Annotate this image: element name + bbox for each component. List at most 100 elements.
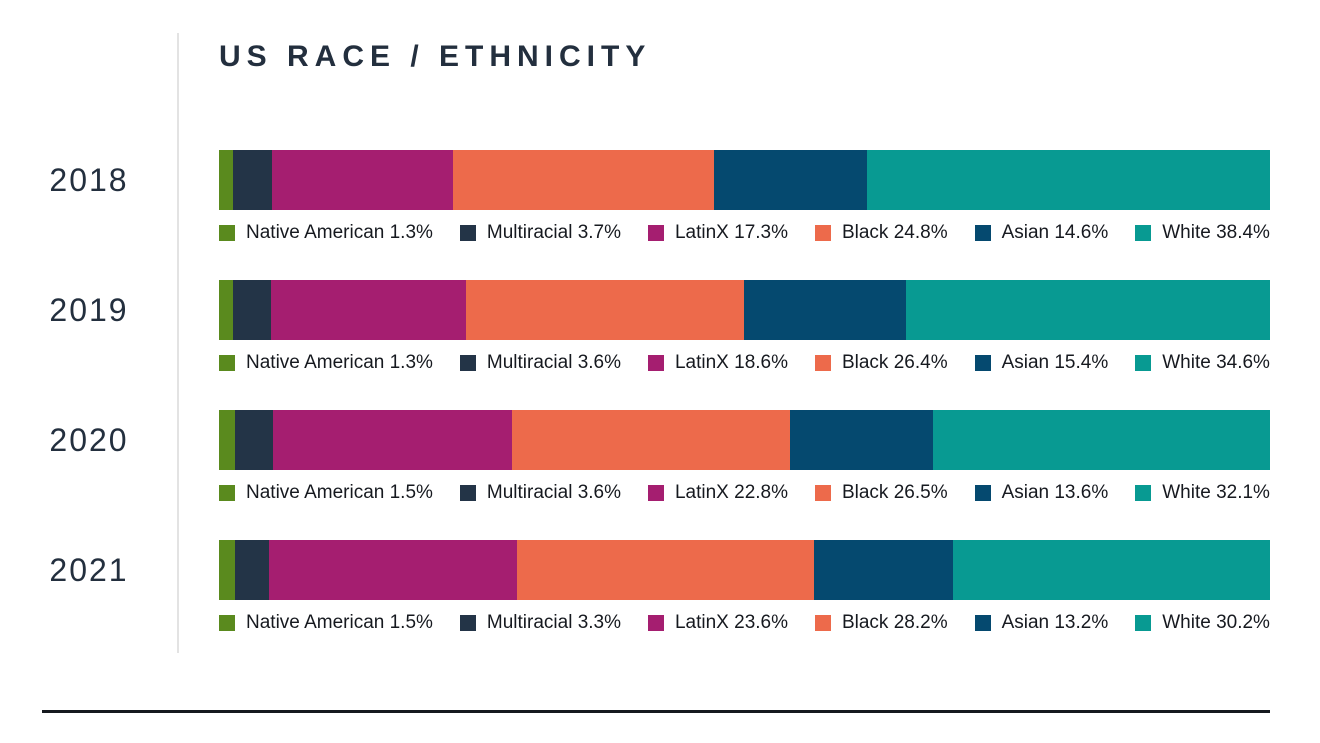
legend-label: White 32.1% <box>1162 482 1270 503</box>
legend: Native American 1.3% Multiracial 3.6% Lati… <box>219 352 1270 374</box>
legend-item: Asian 15.4% <box>974 352 1108 374</box>
legend-label: Multiracial 3.6% <box>486 352 621 373</box>
legend-swatch-icon <box>974 225 991 241</box>
bar-segment-multiracial <box>234 410 273 470</box>
bar-segment-black <box>453 150 714 210</box>
legend-swatch-icon <box>219 225 235 241</box>
year-row: 2021 Native American 1.5% Multiracial 3.3… <box>0 540 1320 634</box>
legend-swatch-icon <box>459 225 476 241</box>
legend-label: LatinX 22.8% <box>674 482 788 503</box>
legend-label: Native American 1.3% <box>246 352 433 373</box>
bar-segment-white <box>952 540 1270 600</box>
legend-label: Black 26.4% <box>841 352 948 373</box>
row-body: Native American 1.5% Multiracial 3.6% Lati… <box>219 410 1270 504</box>
legend-swatch-icon <box>647 355 664 371</box>
bar-segment-asian <box>813 540 953 600</box>
bar-segment-white <box>866 150 1271 210</box>
legend-item: Asian 13.2% <box>974 612 1109 634</box>
page-title: US RACE / ETHNICITY <box>219 40 652 73</box>
bar-segment-latinx <box>269 540 518 600</box>
year-label: 2021 <box>49 551 129 588</box>
legend-swatch-icon <box>1135 485 1152 501</box>
row-body: Native American 1.3% Multiracial 3.6% Lati… <box>219 280 1270 374</box>
bar-segment-native-american <box>219 280 233 340</box>
legend-swatch-icon <box>814 225 831 241</box>
legend-item: LatinX 18.6% <box>647 352 788 374</box>
bar-segment-white <box>932 410 1270 470</box>
row-body: Native American 1.5% Multiracial 3.3% Lati… <box>219 540 1270 634</box>
legend-label: Asian 14.6% <box>1001 222 1109 243</box>
bar-segment-multiracial <box>232 280 271 340</box>
legend-item: Asian 14.6% <box>974 222 1109 244</box>
legend-label: Multiracial 3.3% <box>486 612 621 633</box>
legend-label: White 34.6% <box>1162 352 1270 373</box>
row-body: Native American 1.3% Multiracial 3.7% Lati… <box>219 150 1271 244</box>
bar-segment-asian <box>790 410 933 470</box>
year-label: 2020 <box>49 421 129 458</box>
legend-label: LatinX 17.3% <box>674 222 788 243</box>
bar-segment-white <box>905 280 1270 340</box>
legend-item: Black 26.5% <box>814 482 948 504</box>
stacked-bar <box>219 540 1270 600</box>
legend-item: Multiracial 3.6% <box>459 482 621 504</box>
bar-segment-native-american <box>219 540 235 600</box>
bar-segment-black <box>511 410 791 470</box>
legend-swatch-icon <box>459 355 476 371</box>
year-row: 2018 Native American 1.3% Multiracial 3.7… <box>0 150 1320 244</box>
legend-swatch-icon <box>459 485 476 501</box>
legend-item: Multiracial 3.3% <box>459 612 621 634</box>
legend-swatch-icon <box>814 485 831 501</box>
legend-label: Black 24.8% <box>841 222 948 243</box>
stacked-bar <box>219 150 1271 210</box>
legend-swatch-icon <box>814 615 831 631</box>
legend-item: LatinX 17.3% <box>647 222 788 244</box>
legend-label: Asian 13.2% <box>1001 612 1109 633</box>
legend-swatch-icon <box>647 225 664 241</box>
bar-segment-black <box>517 540 814 600</box>
legend-item: Native American 1.5% <box>219 482 433 504</box>
legend-item: Black 24.8% <box>814 222 948 244</box>
legend-item: Multiracial 3.6% <box>459 352 621 374</box>
legend-label: White 38.4% <box>1162 222 1270 243</box>
chart-rows: 2018 Native American 1.3% Multiracial 3.7… <box>0 150 1320 634</box>
legend-swatch-icon <box>1135 355 1152 371</box>
legend-swatch-icon <box>1135 225 1152 241</box>
legend-label: Multiracial 3.6% <box>486 482 621 503</box>
legend-item: LatinX 22.8% <box>647 482 788 504</box>
bar-segment-native-american <box>219 150 233 210</box>
legend-item: Black 28.2% <box>814 612 948 634</box>
bar-segment-latinx <box>270 280 467 340</box>
legend-label: Black 26.5% <box>841 482 948 503</box>
stacked-bar <box>219 410 1270 470</box>
legend-item: Native American 1.3% <box>219 222 433 244</box>
bar-segment-asian <box>713 150 867 210</box>
legend-label: Black 28.2% <box>841 612 948 633</box>
legend-item: White 34.6% <box>1135 352 1270 374</box>
year-label: 2019 <box>49 291 129 328</box>
legend-item: Black 26.4% <box>814 352 948 374</box>
legend-label: Native American 1.3% <box>246 222 433 243</box>
legend-swatch-icon <box>814 355 831 371</box>
year-row: 2020 Native American 1.5% Multiracial 3.6… <box>0 410 1320 504</box>
legend-label: Native American 1.5% <box>246 482 433 503</box>
legend-item: Native American 1.5% <box>219 612 433 634</box>
legend-item: White 38.4% <box>1135 222 1270 244</box>
stacked-bar <box>219 280 1270 340</box>
legend-label: Multiracial 3.7% <box>486 222 621 243</box>
legend-swatch-icon <box>219 355 235 371</box>
bar-segment-asian <box>743 280 906 340</box>
legend-swatch-icon <box>974 615 991 631</box>
stacked-bar-chart: 2018 Native American 1.3% Multiracial 3.7… <box>0 150 1320 670</box>
legend-swatch-icon <box>219 485 235 501</box>
legend-item: Asian 13.6% <box>974 482 1108 504</box>
legend-swatch-icon <box>459 615 476 631</box>
legend-swatch-icon <box>219 615 235 631</box>
bar-segment-latinx <box>272 410 512 470</box>
axis-line <box>177 33 179 653</box>
legend: Native American 1.5% Multiracial 3.6% Lati… <box>219 482 1270 504</box>
bar-segment-latinx <box>271 150 454 210</box>
bar-segment-multiracial <box>234 540 270 600</box>
bar-segment-black <box>466 280 744 340</box>
legend-swatch-icon <box>1135 615 1152 631</box>
legend-item: White 30.2% <box>1135 612 1270 634</box>
